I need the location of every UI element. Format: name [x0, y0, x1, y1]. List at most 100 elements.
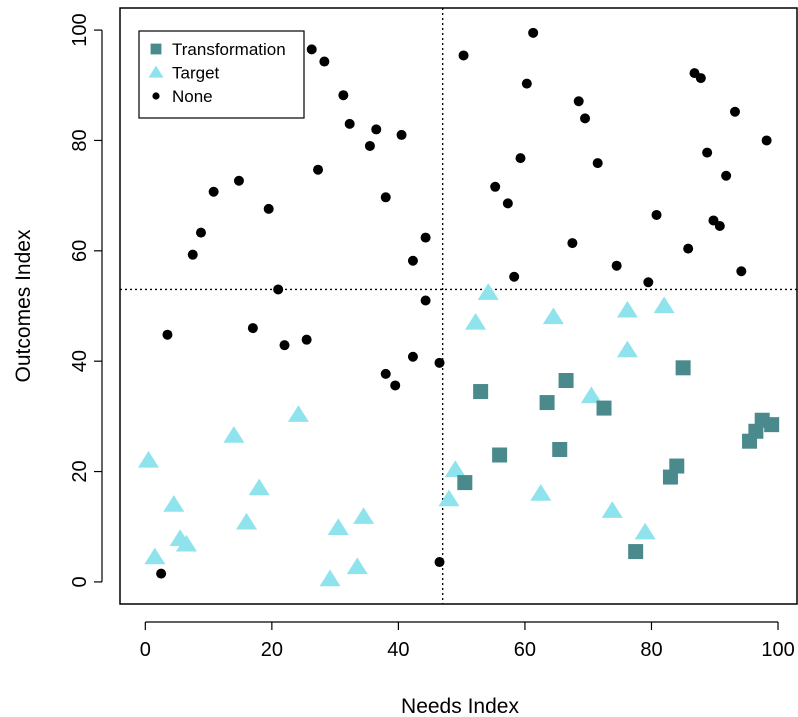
data-point-none [580, 113, 591, 124]
data-point-none [301, 334, 312, 345]
data-point-none [344, 118, 355, 129]
data-point-none [380, 192, 391, 203]
data-point-none [643, 277, 654, 288]
y-tick-label: 80 [69, 129, 91, 151]
data-point-none [319, 56, 330, 67]
data-point-target [580, 386, 602, 404]
data-point-target [137, 451, 159, 468]
y-tick-label: 60 [69, 240, 91, 262]
data-point-target [542, 307, 564, 325]
data-point-target [616, 340, 638, 358]
data-point-none [306, 44, 317, 55]
x-tick-label: 0 [140, 639, 151, 661]
data-point-none [420, 232, 431, 243]
data-point-target [319, 569, 341, 587]
legend-marker-target [148, 65, 164, 78]
data-point-target [438, 489, 460, 507]
data-point-none [338, 90, 349, 101]
data-point-none [761, 135, 772, 146]
data-point-transformation [628, 544, 644, 560]
data-point-none [313, 164, 324, 175]
data-point-none [515, 153, 526, 164]
y-tick-label: 20 [69, 460, 91, 482]
data-point-target [601, 501, 623, 518]
data-point-none [407, 255, 418, 266]
data-point-none [273, 284, 284, 295]
data-point-none [187, 249, 198, 260]
data-point-none [195, 227, 206, 238]
data-point-target [248, 478, 270, 496]
data-point-none [208, 186, 219, 197]
data-point-target [163, 495, 185, 512]
data-point-transformation [675, 360, 691, 376]
data-point-none [263, 203, 274, 214]
data-point-none [458, 50, 469, 61]
x-tick-label: 60 [514, 639, 536, 661]
data-point-none [162, 329, 173, 340]
y-axis-title: Outcomes Index [12, 229, 35, 382]
data-point-none [509, 271, 520, 282]
x-tick-label: 80 [640, 639, 662, 661]
data-point-none [736, 266, 747, 277]
data-point-transformation [596, 400, 612, 416]
data-point-target [175, 534, 197, 552]
data-point-none [729, 106, 740, 117]
data-point-none [233, 175, 244, 186]
data-point-none [521, 78, 532, 89]
data-point-none [502, 198, 513, 209]
legend-label-target: Target [172, 64, 220, 83]
data-point-none [683, 243, 694, 254]
data-point-none [695, 73, 706, 84]
legend-marker-none [152, 92, 160, 100]
data-point-none [156, 568, 167, 579]
y-tick-label: 100 [69, 13, 91, 46]
x-axis-title: Needs Index [401, 695, 519, 717]
plot-frame [119, 7, 798, 605]
data-point-target [616, 300, 638, 318]
data-point-none [247, 323, 258, 334]
data-point-none [407, 351, 418, 362]
data-point-target [353, 507, 375, 524]
y-axis: 0 20 40 60 80 100 [69, 13, 103, 587]
data-point-target [477, 283, 499, 300]
data-point-none [364, 140, 375, 151]
y-tick-label: 40 [69, 350, 91, 372]
legend-box [138, 30, 305, 119]
data-point-none [721, 170, 732, 181]
legend-label-none: None [172, 87, 213, 106]
data-point-none [380, 368, 391, 379]
x-tick-label: 100 [761, 639, 794, 661]
data-point-target [327, 518, 349, 535]
data-point-none [490, 181, 501, 192]
data-point-none [702, 147, 713, 158]
data-point-none [714, 220, 725, 231]
legend: Transformation Target None [138, 30, 305, 119]
data-point-target [530, 484, 552, 501]
data-point-none [651, 209, 662, 220]
data-point-none [279, 340, 290, 351]
data-point-target [634, 522, 656, 540]
data-point-none [390, 380, 401, 391]
data-point-target [144, 547, 166, 565]
data-point-target [223, 426, 245, 443]
data-point-transformation [457, 475, 473, 491]
data-point-transformation [764, 417, 780, 433]
legend-label-transformation: Transformation [172, 40, 286, 59]
data-point-target [346, 557, 368, 575]
data-point-transformation [473, 384, 489, 400]
x-axis: 0 20 40 60 80 100 [140, 621, 795, 661]
data-point-none [567, 238, 578, 249]
data-point-none [396, 129, 407, 140]
data-point-none [420, 295, 431, 306]
data-point-target [444, 460, 466, 478]
data-point-target [287, 405, 309, 422]
data-point-none [434, 557, 445, 568]
data-point-target [653, 296, 675, 314]
data-point-transformation [552, 441, 568, 457]
y-tick-label: 0 [69, 576, 91, 587]
x-tick-label: 40 [387, 639, 409, 661]
data-point-transformation [558, 373, 574, 388]
data-point-none [611, 260, 622, 271]
x-tick-label: 20 [261, 639, 283, 661]
